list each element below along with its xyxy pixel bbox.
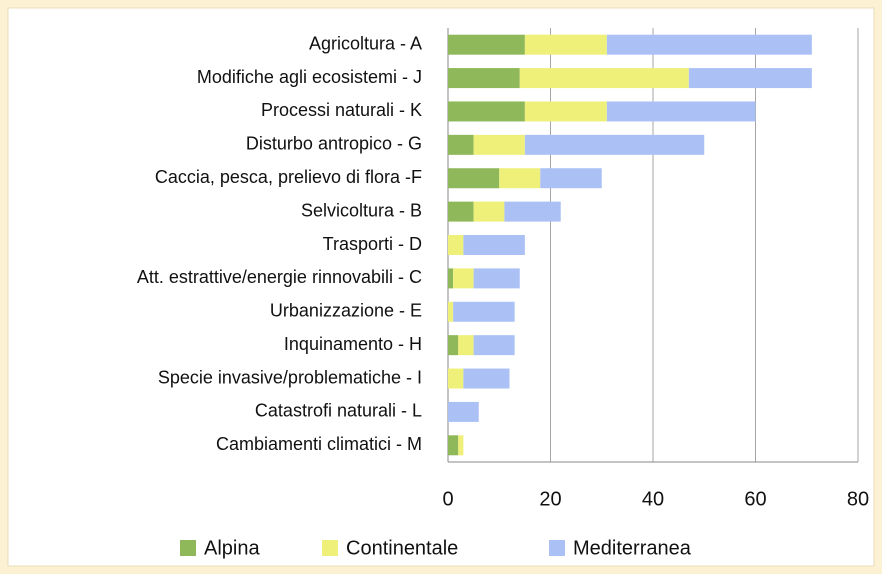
bar-segment: [458, 335, 474, 356]
bar-segment: [473, 201, 505, 222]
bar-segment: [448, 401, 479, 422]
bar-segment: [473, 268, 520, 289]
bar-segment: [519, 68, 689, 89]
category-label: Att. estrattive/energie rinnovabili - C: [137, 267, 422, 287]
bar-segment: [463, 235, 525, 255]
category-label: Inquinamento - H: [284, 334, 422, 354]
chart-area: [7, 7, 875, 567]
bar-segment: [524, 101, 607, 122]
x-tick-label: 60: [744, 488, 766, 510]
bar-segment: [540, 168, 602, 189]
bar-segment: [448, 134, 474, 155]
bar-segment: [473, 335, 515, 356]
bar-segment: [448, 68, 520, 89]
category-label: Selvicoltura - B: [301, 200, 422, 220]
bar-segment: [688, 68, 812, 89]
bar-segment: [448, 435, 459, 456]
bar-segment: [448, 201, 474, 222]
category-label: Catastrofi naturali - L: [255, 401, 422, 421]
bar-segment: [606, 101, 756, 122]
legend-swatch: [549, 540, 565, 556]
bar-segment: [463, 368, 510, 389]
category-label: Agricoltura - A: [309, 33, 422, 53]
bar-segment: [453, 301, 515, 322]
legend-label: Mediterranea: [573, 537, 692, 559]
bar-segment: [448, 335, 459, 356]
x-tick-label: 40: [642, 488, 664, 510]
bar-segment: [448, 235, 464, 255]
bar-segment: [448, 168, 500, 189]
category-label: Urbanizzazione - E: [270, 301, 422, 321]
bar-segment: [606, 34, 812, 55]
bar-segment: [499, 168, 541, 189]
bar-segment: [448, 368, 464, 389]
category-label: Trasporti - D: [323, 234, 422, 254]
bar-segment: [448, 101, 525, 122]
x-tick-label: 80: [847, 488, 869, 510]
bar-segment: [473, 134, 525, 155]
category-label: Processi naturali - K: [261, 100, 422, 120]
legend-swatch: [322, 540, 338, 556]
category-label: Disturbo antropico - G: [246, 134, 422, 154]
category-label: Specie invasive/problematiche - I: [158, 367, 422, 387]
x-tick-label: 0: [442, 488, 453, 510]
x-tick-label: 20: [539, 488, 561, 510]
bar-segment: [448, 34, 525, 55]
category-label: Cambiamenti climatici - M: [216, 434, 422, 454]
legend-label: Continentale: [346, 537, 458, 559]
legend-swatch: [180, 540, 196, 556]
bar-segment: [524, 134, 705, 155]
legend-label: Alpina: [204, 537, 260, 559]
bar-segment: [448, 268, 454, 289]
bar-segment: [448, 301, 454, 322]
bar-segment: [458, 435, 464, 456]
category-label: Caccia, pesca, prelievo di flora -F: [155, 167, 422, 187]
bar-segment: [524, 34, 607, 55]
category-label: Modifiche agli ecosistemi - J: [197, 67, 422, 87]
bar-segment: [453, 268, 474, 289]
bar-segment: [504, 201, 561, 222]
